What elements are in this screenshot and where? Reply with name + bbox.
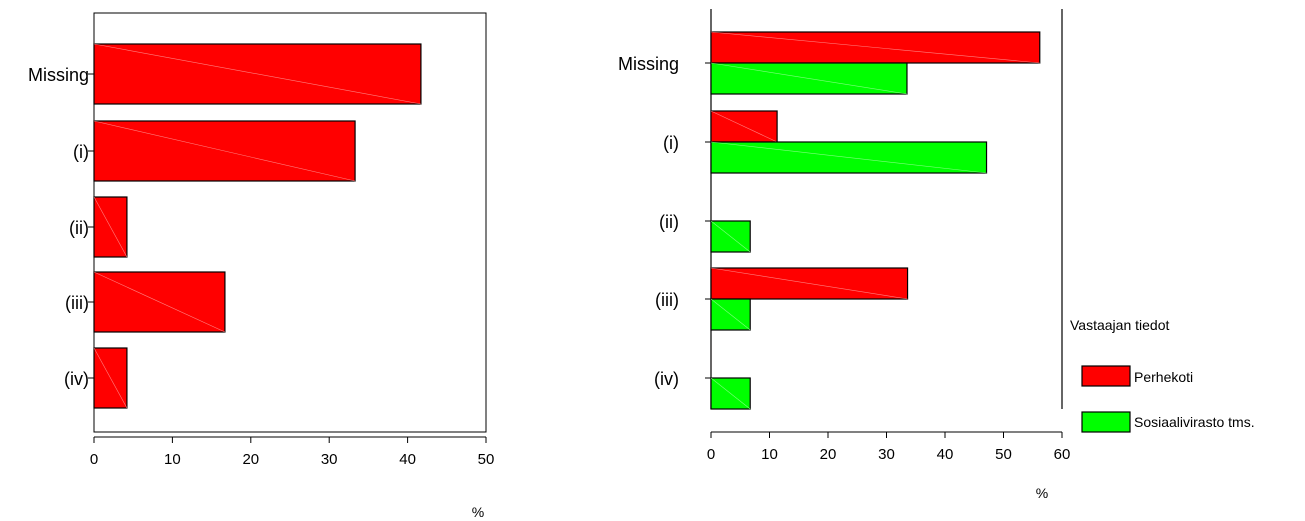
chart-2-bar-sheen — [710, 377, 751, 410]
chart-1-bar-sheen — [93, 120, 356, 182]
chart-1-x-tick-label: 20 — [242, 451, 259, 468]
chart-2-y-tick-label: (i) — [663, 133, 679, 153]
chart-1-x-tick-label: 0 — [90, 451, 98, 468]
chart-1-x-tick-label: 30 — [321, 451, 338, 468]
chart-1-y-tick-label: (iii) — [65, 293, 89, 313]
chart-2-x-axis-label: % — [1036, 485, 1048, 501]
chart-1-x-tick-label: 50 — [478, 451, 495, 468]
chart-2-bar-sheen — [710, 110, 778, 143]
chart-2-bar-sheen — [710, 62, 908, 95]
chart-2-bar-sheen — [710, 141, 987, 174]
chart-2-bar-sheen — [710, 31, 1040, 64]
chart-2-x-tick-label: 0 — [707, 446, 715, 463]
chart-1-x-tick-label: 10 — [164, 451, 181, 468]
chart-1: Missing (i) (ii) (iii) (iv) 0 10 20 30 40 50 % — [28, 12, 495, 520]
chart-1-bar-sheen — [93, 347, 128, 409]
chart-2: Missing(i)(ii)(iii)(iv) 0 10 20 30 40 50 60 % … — [618, 9, 1255, 501]
chart-1-x-tick-label: 40 — [399, 451, 416, 468]
chart-2-bar-sheen — [710, 267, 908, 300]
chart-1-bar-sheen — [93, 271, 226, 333]
chart-1-y-tick-label: (ii) — [69, 218, 89, 238]
legend-swatch-sosiaalivirasto — [1081, 411, 1131, 433]
chart-1-y-tick-label: (iv) — [64, 369, 89, 389]
chart-2-x-tick-label: 10 — [761, 446, 778, 463]
chart-1-bar-sheen — [93, 43, 421, 105]
chart-2-bar-sheen — [710, 220, 751, 253]
chart-2-x-tick-label: 60 — [1054, 446, 1071, 463]
chart-2-y-tick-label: (ii) — [659, 212, 679, 232]
chart-1-y-tick-label: Missing — [28, 65, 89, 85]
chart-2-bar-sheen — [710, 298, 751, 331]
chart-2-x-tick-label: 30 — [878, 446, 895, 463]
chart-2-legend: Vastaajan tiedot Perhekoti Sosiaaliviras… — [1070, 317, 1255, 433]
legend-swatch-perhekoti — [1081, 365, 1131, 387]
chart-1-bar-sheen — [93, 196, 128, 258]
legend-label-perhekoti: Perhekoti — [1134, 369, 1193, 385]
legend-title: Vastaajan tiedot — [1070, 317, 1169, 333]
chart-1-y-tick-label: (i) — [73, 142, 89, 162]
chart-2-x-tick-label: 50 — [995, 446, 1012, 463]
chart-1-x-axis-label: % — [472, 504, 484, 520]
chart-2-x-tick-label: 40 — [937, 446, 954, 463]
chart-2-y-tick-label: (iii) — [655, 290, 679, 310]
legend-label-sosiaalivirasto: Sosiaalivirasto tms. — [1134, 414, 1255, 430]
chart-2-y-tick-label: (iv) — [654, 369, 679, 389]
chart-2-x-tick-label: 20 — [820, 446, 837, 463]
chart-2-y-tick-label: Missing — [618, 54, 679, 74]
